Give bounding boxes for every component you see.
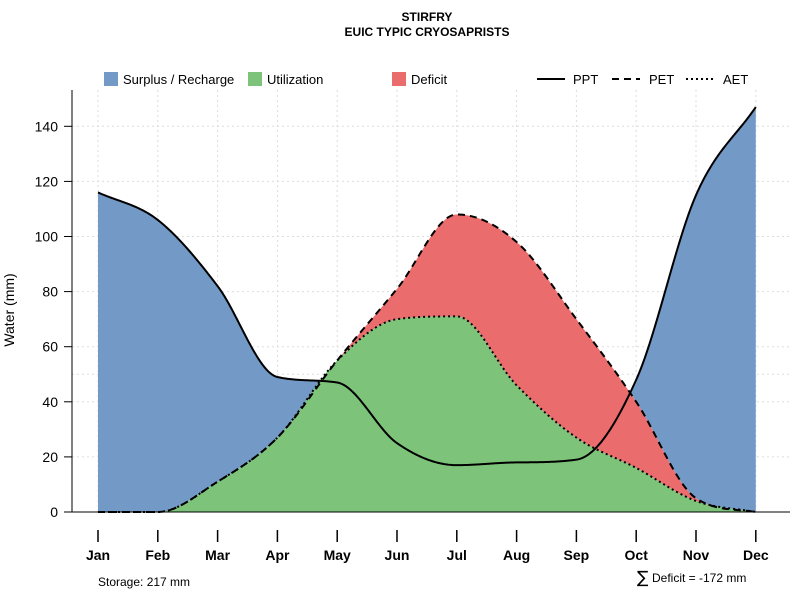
legend-swatch-deficit (392, 72, 406, 86)
legend-swatch-utilization (248, 72, 262, 86)
y-axis-label: Water (mm) (1, 273, 17, 346)
x-tick-label: Oct (625, 547, 649, 563)
x-tick-label: Dec (743, 547, 769, 563)
x-tick-label: Feb (145, 547, 170, 563)
legend-label-deficit: Deficit (411, 72, 448, 87)
legend-label-pet: PET (649, 72, 674, 87)
legend-label-surplus: Surplus / Recharge (123, 72, 234, 87)
y-tick-label: 100 (35, 229, 59, 245)
x-tick-label: Aug (503, 547, 530, 563)
axes: 0 20 40 60 80 100 120 140 Jan Feb Mar Apr May Jun Jul A… (35, 90, 790, 563)
y-tick-label: 40 (42, 394, 58, 410)
y-tick-label: 140 (35, 118, 59, 134)
x-tick-label: May (324, 547, 351, 563)
area-utilization (98, 316, 756, 512)
series-line-aet (98, 315, 756, 513)
series-line-ppt (97, 106, 757, 467)
y-tick-label: 80 (42, 284, 58, 300)
chart-subtitle: EUIC TYPIC CRYOSAPRISTS (345, 25, 510, 39)
sum-icon: ∑ (637, 568, 649, 588)
legend-label-ppt: PPT (573, 72, 598, 87)
legend-label-aet: AET (723, 72, 748, 87)
y-tick-label: 20 (42, 449, 58, 465)
x-tick-label: Jun (385, 547, 410, 563)
area-deficit (98, 214, 756, 512)
x-tick-label: Nov (683, 547, 710, 563)
storage-note: Storage: 217 mm (98, 575, 190, 589)
legend: Surplus / Recharge Utilization Deficit P… (104, 72, 748, 87)
deficit-note: Deficit = -172 mm (652, 571, 746, 585)
chart-title: STIRFRY (402, 10, 453, 24)
x-tick-label: Apr (265, 547, 290, 563)
x-tick-label: Sep (564, 547, 590, 563)
area-surplus-recharge (98, 107, 756, 513)
legend-label-utilization: Utilization (267, 72, 323, 87)
y-tick-label: 0 (50, 504, 58, 520)
x-tick-label: Jul (447, 547, 467, 563)
x-tick-label: Jan (86, 547, 110, 563)
area-regions (98, 107, 756, 513)
y-tick-label: 60 (42, 339, 58, 355)
legend-swatch-surplus (104, 72, 118, 86)
x-tick-label: Mar (205, 547, 230, 563)
series-line-pet (98, 213, 756, 513)
y-tick-label: 120 (35, 173, 59, 189)
series-lines (97, 106, 757, 513)
